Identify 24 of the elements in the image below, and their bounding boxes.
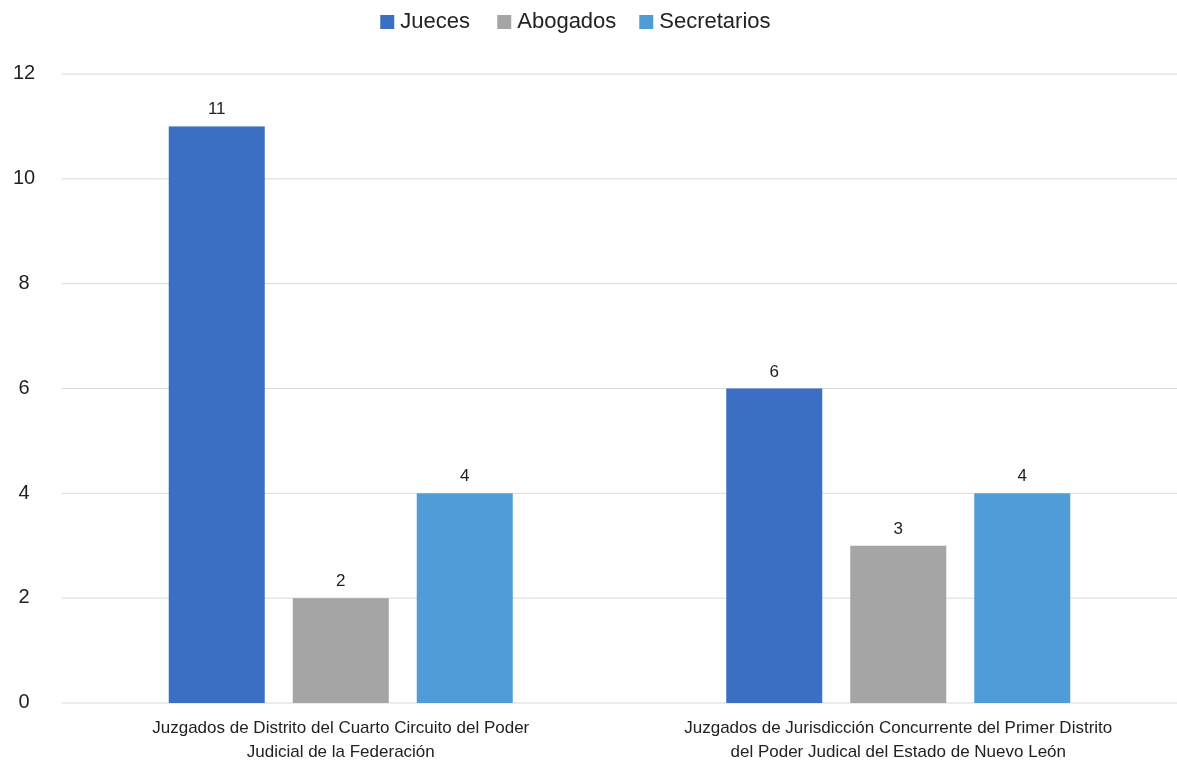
bar: [168, 126, 265, 703]
y-tick-label: 12: [12, 61, 36, 84]
data-label: 4: [1017, 466, 1027, 486]
y-tick-label: 8: [18, 270, 30, 293]
bar: [726, 388, 823, 703]
bar: [292, 598, 389, 703]
y-tick-label: 6: [18, 375, 30, 398]
data-label: 11: [207, 99, 226, 119]
legend-label: Secretarios: [659, 7, 771, 33]
y-tick-label: 10: [12, 166, 36, 189]
bar: [850, 545, 947, 703]
legend-label: Jueces: [400, 7, 470, 33]
y-tick-label: 0: [18, 690, 30, 713]
x-tick-label: Juzgados de Jurisdicción Concurrente del Primer Distrito del Poder Judical del Estado de Nuevo León: [684, 718, 1113, 761]
y-tick-label: 4: [18, 480, 30, 503]
bar: [974, 493, 1071, 703]
data-label: 4: [460, 466, 470, 486]
data-label: 6: [769, 361, 779, 381]
data-label: 2: [336, 571, 346, 591]
data-label: 3: [893, 518, 903, 538]
x-tick-label: Juzgados de Distrito del Cuarto Circuito del Poder Judicial de la Federación: [152, 718, 530, 761]
y-tick-label: 2: [18, 585, 30, 608]
legend-label: Abogados: [517, 7, 617, 33]
bar: [416, 493, 513, 703]
